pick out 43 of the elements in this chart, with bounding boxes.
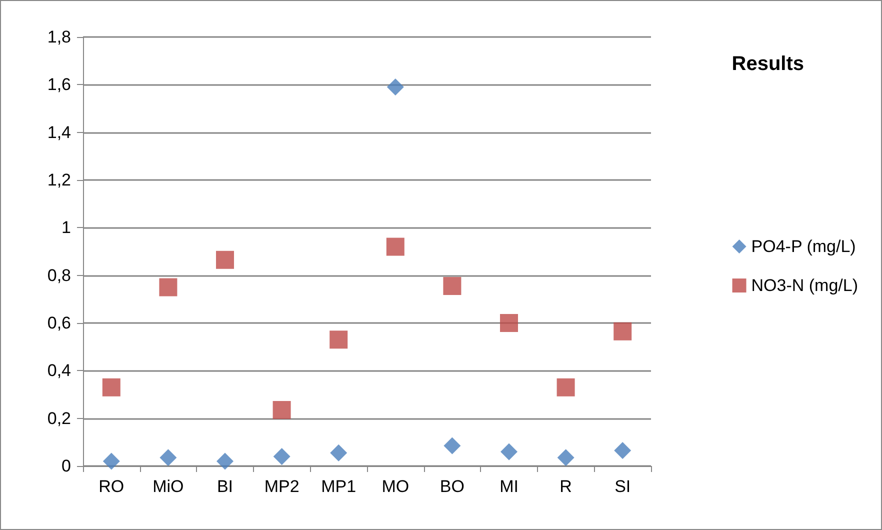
x-tick-label: RO — [98, 477, 124, 496]
x-tick-label: MI — [500, 477, 518, 496]
point — [500, 314, 518, 332]
y-tick-label: 1,8 — [47, 28, 71, 46]
y-tick-label: 0,8 — [47, 266, 71, 285]
y-tick-label: 1 — [62, 218, 71, 238]
point — [102, 452, 120, 470]
x-tick-label: R — [560, 477, 572, 496]
y-tick-label: 0,6 — [47, 314, 71, 332]
point — [159, 278, 178, 296]
point — [444, 437, 461, 454]
x-tick-label: MP2 — [264, 477, 300, 496]
y-tick-label: 1,4 — [47, 122, 71, 142]
point — [443, 277, 462, 296]
point — [386, 238, 404, 256]
point — [614, 322, 632, 340]
x-tick-label: MO — [382, 477, 410, 496]
y-tick-label: 0,2 — [47, 408, 71, 428]
legend-label: NO3-N (mg/L) — [751, 276, 858, 295]
point — [614, 442, 632, 460]
point — [386, 78, 404, 96]
y-tick-label: 0,4 — [47, 361, 71, 380]
point — [216, 250, 234, 269]
x-tick-label: SI — [614, 477, 631, 496]
legend-label: PO4-P (mg/L) — [751, 237, 856, 256]
point — [273, 448, 290, 465]
y-tick-label: 0 — [62, 456, 71, 476]
point — [500, 443, 518, 460]
x-tick-label: MiO — [152, 477, 184, 496]
x-tick-label: BI — [216, 477, 234, 496]
point — [272, 400, 291, 419]
point — [102, 378, 120, 396]
point — [330, 444, 348, 462]
point — [557, 449, 574, 466]
point — [160, 449, 177, 466]
y-tick-label: 1,6 — [47, 75, 71, 94]
x-tick-label: BO — [440, 477, 464, 496]
point — [556, 378, 575, 396]
point — [330, 330, 348, 349]
point — [216, 452, 234, 470]
x-tick-label: MP1 — [321, 477, 356, 496]
text: Results — [732, 53, 804, 75]
y-tick-label: 1,2 — [47, 170, 71, 190]
